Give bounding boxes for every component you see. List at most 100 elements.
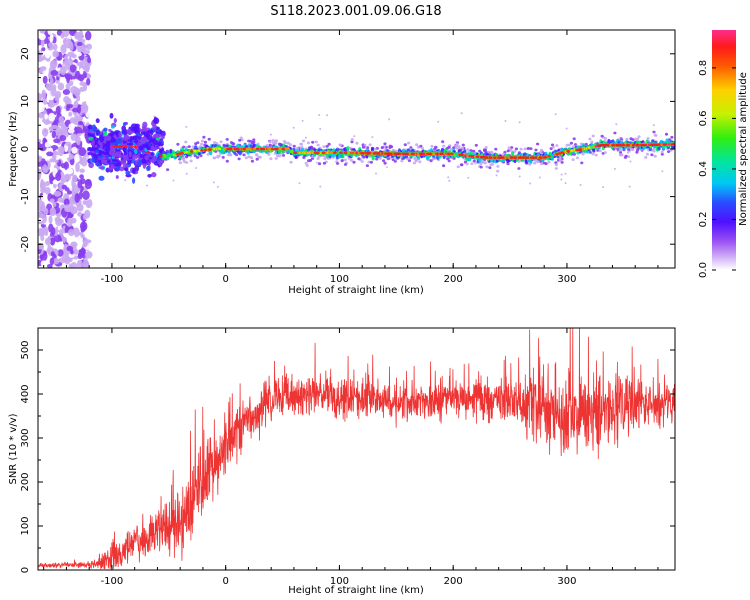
heatmap-cell [414, 159, 418, 163]
heatmap-cell [670, 135, 674, 139]
heatmap-cell [361, 145, 366, 149]
heatmap-cell [97, 149, 103, 157]
heatmap-cell [616, 147, 620, 151]
heatmap-cell [144, 155, 149, 160]
heatmap-cell [615, 143, 619, 147]
heatmap-cell [83, 62, 90, 72]
heatmap-cell [630, 133, 633, 136]
heatmap-cell [98, 124, 101, 127]
heatmap-cell [484, 177, 487, 180]
heatmap-cell [82, 200, 87, 205]
heatmap-cell [242, 153, 246, 157]
heatmap-cell [629, 160, 632, 163]
heatmap-cell [105, 135, 112, 142]
heatmap-cell [271, 139, 275, 142]
heatmap-cell [95, 129, 100, 136]
heatmap-cell [53, 190, 62, 197]
heatmap-cell [560, 173, 563, 176]
heatmap-cell [357, 157, 361, 161]
heatmap-cell [70, 217, 77, 224]
heatmap-cell [474, 143, 478, 147]
heatmap-cell [39, 213, 47, 224]
heatmap-cell [41, 89, 46, 100]
heatmap-cell [572, 137, 576, 141]
heatmap-cell [77, 211, 83, 217]
heatmap-cell [212, 156, 216, 160]
heatmap-cell [84, 30, 92, 41]
heatmap-cell [99, 135, 104, 143]
x-tick-label: 200 [444, 274, 463, 285]
heatmap-cell [77, 179, 83, 189]
heatmap-cell [321, 151, 326, 155]
heatmap-cell [295, 147, 299, 150]
heatmap-cell [650, 153, 654, 157]
heatmap-cell [57, 82, 65, 91]
y-tick-label: -20 [20, 236, 31, 252]
heatmap-cell [483, 161, 487, 165]
heatmap-cell [157, 141, 162, 147]
heatmap-cell [185, 172, 188, 175]
heatmap-cell [313, 161, 316, 164]
heatmap-cell [38, 102, 44, 107]
heatmap-cell [38, 198, 43, 208]
heatmap-cell [268, 143, 272, 147]
heatmap-cell [39, 229, 45, 236]
heatmap-cell [142, 163, 147, 169]
heatmap-cell [274, 157, 278, 160]
heatmap-cell [370, 146, 374, 152]
heatmap-cell [115, 145, 119, 148]
heatmap-cell [493, 182, 496, 185]
x-tick-label: -100 [101, 576, 124, 587]
heatmap-cell [519, 147, 523, 151]
colorbar-gradient [712, 30, 736, 270]
heatmap-cell [667, 150, 671, 154]
heatmap-cell [350, 177, 353, 180]
heatmap-cell [207, 137, 211, 141]
heatmap-cell [393, 159, 397, 163]
heatmap-cell [91, 139, 95, 146]
heatmap-cell [109, 166, 116, 170]
heatmap-cell [145, 115, 148, 118]
heatmap-cell [42, 75, 48, 84]
heatmap-cell [455, 144, 459, 148]
spectrogram-heatmap [38, 30, 675, 268]
heatmap-cell [95, 118, 100, 124]
heatmap-cell [255, 157, 259, 161]
heatmap-cell [518, 175, 521, 178]
y-tick-label: 200 [20, 472, 31, 491]
heatmap-cell [455, 160, 458, 163]
heatmap-cell [176, 152, 180, 156]
heatmap-cell [87, 56, 92, 64]
heatmap-cell [38, 84, 43, 93]
heatmap-cell [176, 142, 180, 146]
heatmap-cell [419, 152, 424, 156]
heatmap-cell [91, 124, 97, 131]
heatmap-cell [76, 135, 81, 146]
heatmap-cell [623, 156, 628, 159]
heatmap-cell [132, 136, 138, 140]
heatmap-cell [633, 167, 636, 170]
heatmap-cell [109, 176, 112, 179]
heatmap-cell [104, 147, 109, 152]
heatmap-cell [45, 181, 50, 187]
heatmap-cell [302, 165, 305, 168]
heatmap-cell [69, 64, 77, 73]
y-tick-label: 10 [20, 95, 31, 108]
heatmap-cell [454, 110, 457, 112]
heatmap-cell [43, 207, 49, 215]
heatmap-cell [386, 157, 390, 161]
heatmap-cell [415, 122, 418, 125]
heatmap-cell [98, 175, 105, 181]
x-tick-label: 100 [330, 274, 349, 285]
heatmap-cell [54, 216, 61, 222]
heatmap-cell [107, 159, 111, 164]
heatmap-cell [193, 154, 197, 158]
heatmap-cell [317, 162, 322, 166]
heatmap-cell [600, 134, 604, 138]
heatmap-cell [628, 185, 631, 188]
heatmap-cell [61, 235, 67, 243]
heatmap-cell [326, 114, 329, 117]
heatmap-cell [178, 161, 182, 165]
heatmap-cell [202, 135, 206, 139]
heatmap-cell [538, 176, 541, 179]
